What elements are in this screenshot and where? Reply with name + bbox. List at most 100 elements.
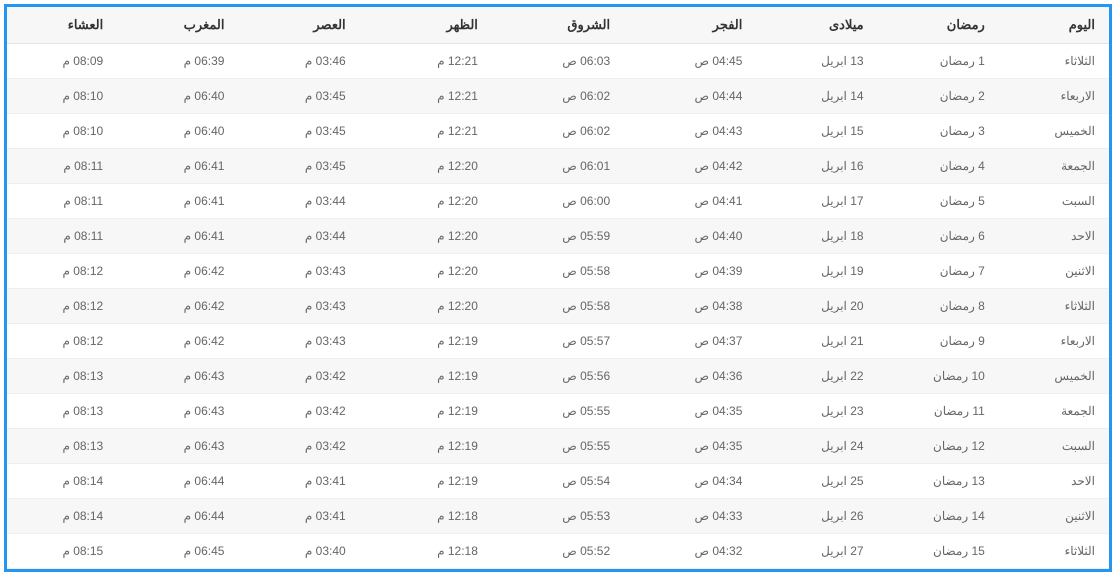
cell-asr: 03:43 م — [238, 324, 359, 359]
cell-dhuhr: 12:19 م — [360, 429, 492, 464]
cell-ramadan: 7 رمضان — [878, 254, 999, 289]
cell-sunrise: 05:53 ص — [492, 499, 624, 534]
cell-dhuhr: 12:18 م — [360, 534, 492, 569]
cell-dhuhr: 12:20 م — [360, 184, 492, 219]
table-row: الاحد6 رمضان18 ابريل04:40 ص05:59 ص12:20 … — [7, 219, 1109, 254]
cell-asr: 03:43 م — [238, 254, 359, 289]
table-row: الاثنين14 رمضان26 ابريل04:33 ص05:53 ص12:… — [7, 499, 1109, 534]
cell-fajr: 04:35 ص — [624, 429, 756, 464]
cell-dhuhr: 12:20 م — [360, 289, 492, 324]
cell-day: الخميس — [999, 359, 1109, 394]
cell-gregorian: 15 ابريل — [756, 114, 877, 149]
cell-asr: 03:44 م — [238, 184, 359, 219]
cell-sunrise: 05:54 ص — [492, 464, 624, 499]
cell-ramadan: 5 رمضان — [878, 184, 999, 219]
col-day: اليوم — [999, 7, 1109, 44]
cell-gregorian: 25 ابريل — [756, 464, 877, 499]
cell-fajr: 04:38 ص — [624, 289, 756, 324]
cell-fajr: 04:40 ص — [624, 219, 756, 254]
cell-day: الثلاثاء — [999, 44, 1109, 79]
cell-isha: 08:14 م — [7, 499, 117, 534]
cell-ramadan: 12 رمضان — [878, 429, 999, 464]
cell-asr: 03:42 م — [238, 394, 359, 429]
cell-ramadan: 2 رمضان — [878, 79, 999, 114]
cell-day: السبت — [999, 184, 1109, 219]
cell-ramadan: 6 رمضان — [878, 219, 999, 254]
cell-dhuhr: 12:20 م — [360, 254, 492, 289]
cell-asr: 03:45 م — [238, 149, 359, 184]
cell-gregorian: 19 ابريل — [756, 254, 877, 289]
cell-asr: 03:46 م — [238, 44, 359, 79]
cell-gregorian: 27 ابريل — [756, 534, 877, 569]
cell-dhuhr: 12:19 م — [360, 394, 492, 429]
cell-day: الاحد — [999, 464, 1109, 499]
cell-maghrib: 06:43 م — [117, 359, 238, 394]
cell-ramadan: 14 رمضان — [878, 499, 999, 534]
cell-dhuhr: 12:20 م — [360, 149, 492, 184]
cell-maghrib: 06:41 م — [117, 219, 238, 254]
cell-fajr: 04:36 ص — [624, 359, 756, 394]
cell-isha: 08:12 م — [7, 324, 117, 359]
cell-asr: 03:41 م — [238, 464, 359, 499]
cell-asr: 03:42 م — [238, 359, 359, 394]
cell-maghrib: 06:42 م — [117, 289, 238, 324]
cell-sunrise: 05:55 ص — [492, 394, 624, 429]
table-row: الجمعة11 رمضان23 ابريل04:35 ص05:55 ص12:1… — [7, 394, 1109, 429]
col-maghrib: المغرب — [117, 7, 238, 44]
cell-isha: 08:13 م — [7, 394, 117, 429]
prayer-times-table: اليوم رمضان ميلادى الفجر الشروق الظهر ال… — [7, 7, 1109, 569]
cell-dhuhr: 12:21 م — [360, 44, 492, 79]
cell-isha: 08:12 م — [7, 289, 117, 324]
cell-gregorian: 18 ابريل — [756, 219, 877, 254]
cell-day: الاحد — [999, 219, 1109, 254]
table-row: الاحد13 رمضان25 ابريل04:34 ص05:54 ص12:19… — [7, 464, 1109, 499]
cell-day: الاثنين — [999, 254, 1109, 289]
col-isha: العشاء — [7, 7, 117, 44]
cell-fajr: 04:35 ص — [624, 394, 756, 429]
col-dhuhr: الظهر — [360, 7, 492, 44]
cell-asr: 03:44 م — [238, 219, 359, 254]
cell-day: الاثنين — [999, 499, 1109, 534]
cell-asr: 03:45 م — [238, 114, 359, 149]
cell-fajr: 04:41 ص — [624, 184, 756, 219]
cell-fajr: 04:42 ص — [624, 149, 756, 184]
cell-isha: 08:10 م — [7, 79, 117, 114]
cell-day: الجمعة — [999, 394, 1109, 429]
cell-dhuhr: 12:21 م — [360, 79, 492, 114]
cell-maghrib: 06:41 م — [117, 149, 238, 184]
cell-maghrib: 06:40 م — [117, 114, 238, 149]
table-row: الخميس3 رمضان15 ابريل04:43 ص06:02 ص12:21… — [7, 114, 1109, 149]
cell-fajr: 04:32 ص — [624, 534, 756, 569]
cell-sunrise: 05:55 ص — [492, 429, 624, 464]
cell-sunrise: 05:52 ص — [492, 534, 624, 569]
cell-isha: 08:11 م — [7, 149, 117, 184]
cell-maghrib: 06:42 م — [117, 324, 238, 359]
cell-maghrib: 06:41 م — [117, 184, 238, 219]
cell-isha: 08:11 م — [7, 184, 117, 219]
cell-maghrib: 06:43 م — [117, 429, 238, 464]
cell-ramadan: 10 رمضان — [878, 359, 999, 394]
cell-ramadan: 1 رمضان — [878, 44, 999, 79]
cell-asr: 03:41 م — [238, 499, 359, 534]
prayer-times-table-container: اليوم رمضان ميلادى الفجر الشروق الظهر ال… — [4, 4, 1112, 572]
cell-gregorian: 23 ابريل — [756, 394, 877, 429]
cell-ramadan: 13 رمضان — [878, 464, 999, 499]
cell-sunrise: 05:56 ص — [492, 359, 624, 394]
cell-gregorian: 24 ابريل — [756, 429, 877, 464]
cell-ramadan: 15 رمضان — [878, 534, 999, 569]
cell-isha: 08:11 م — [7, 219, 117, 254]
cell-fajr: 04:37 ص — [624, 324, 756, 359]
cell-asr: 03:43 م — [238, 289, 359, 324]
cell-sunrise: 05:59 ص — [492, 219, 624, 254]
cell-dhuhr: 12:18 م — [360, 499, 492, 534]
cell-dhuhr: 12:21 م — [360, 114, 492, 149]
cell-gregorian: 26 ابريل — [756, 499, 877, 534]
cell-isha: 08:10 م — [7, 114, 117, 149]
table-header: اليوم رمضان ميلادى الفجر الشروق الظهر ال… — [7, 7, 1109, 44]
cell-sunrise: 05:58 ص — [492, 254, 624, 289]
cell-ramadan: 11 رمضان — [878, 394, 999, 429]
cell-day: الثلاثاء — [999, 534, 1109, 569]
col-asr: العصر — [238, 7, 359, 44]
table-row: الثلاثاء15 رمضان27 ابريل04:32 ص05:52 ص12… — [7, 534, 1109, 569]
col-sunrise: الشروق — [492, 7, 624, 44]
